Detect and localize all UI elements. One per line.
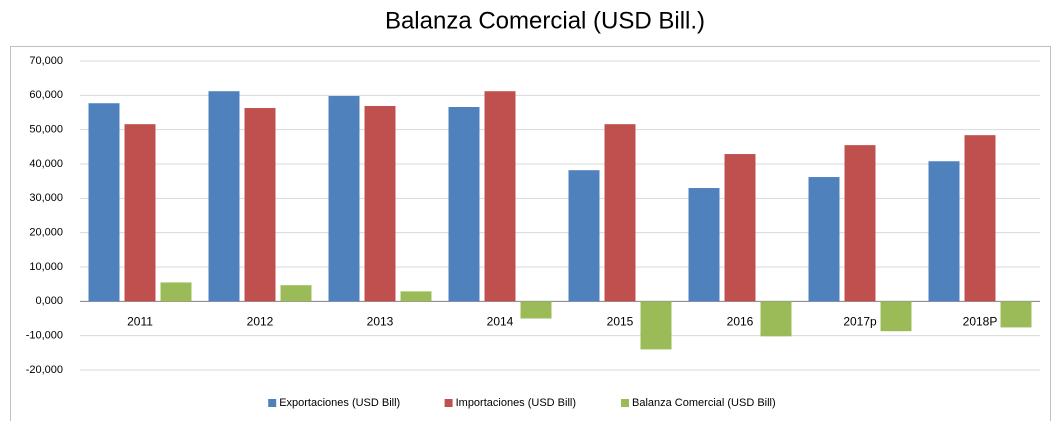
- bar: [520, 301, 552, 319]
- x-tick-label: 2015: [607, 315, 634, 329]
- y-tick-label: -20,000: [26, 364, 63, 376]
- bar: [844, 145, 876, 302]
- y-tick-label: 10,000: [29, 261, 63, 273]
- legend-label: Exportaciones (USD Bill): [279, 397, 400, 409]
- y-tick-label: -10,000: [26, 330, 63, 342]
- chart-frame: [10, 46, 1051, 421]
- bar: [928, 161, 960, 302]
- y-tick-label: 70,000: [29, 55, 63, 67]
- bar: [484, 91, 516, 302]
- y-tick-label: 0,000: [35, 295, 63, 307]
- y-tick-label: 50,000: [29, 124, 63, 136]
- x-tick-label: 2014: [487, 315, 514, 329]
- bar: [160, 282, 192, 302]
- bar: [760, 301, 792, 337]
- legend-label: Balanza Comercial (USD Bill): [632, 397, 776, 409]
- bar: [280, 285, 312, 302]
- bar: [208, 91, 240, 302]
- x-tick-label: 2011: [127, 315, 153, 329]
- bar: [244, 108, 276, 302]
- x-tick-label: 2012: [247, 315, 274, 329]
- x-tick-label: 2018P: [963, 315, 998, 329]
- bar: [1000, 301, 1032, 328]
- chart-title: Balanza Comercial (USD Bill.): [385, 7, 705, 34]
- bar: [328, 96, 360, 302]
- legend-swatch: [621, 399, 629, 407]
- legend-swatch: [444, 399, 453, 407]
- bar: [364, 105, 396, 302]
- bar: [604, 124, 636, 302]
- bar: [688, 188, 720, 302]
- y-tick-label: 20,000: [29, 227, 63, 239]
- y-tick-label: 30,000: [29, 192, 63, 204]
- bar: [568, 170, 600, 302]
- bar: [964, 135, 996, 302]
- bar: [640, 301, 672, 350]
- x-tick-label: 2017p: [843, 315, 877, 329]
- x-tick-label: 2016: [727, 315, 754, 329]
- y-tick-label: 60,000: [29, 89, 63, 101]
- y-tick-label: 40,000: [29, 158, 63, 170]
- legend-swatch: [268, 399, 277, 407]
- bar: [880, 301, 912, 332]
- legend-label: Importaciones (USD Bill): [456, 397, 576, 409]
- bar: [448, 107, 480, 302]
- bar: [724, 154, 756, 302]
- bar: [88, 103, 120, 302]
- bar: [808, 177, 840, 302]
- x-tick-label: 2013: [367, 315, 394, 329]
- bar: [400, 291, 432, 302]
- bar: [124, 124, 156, 302]
